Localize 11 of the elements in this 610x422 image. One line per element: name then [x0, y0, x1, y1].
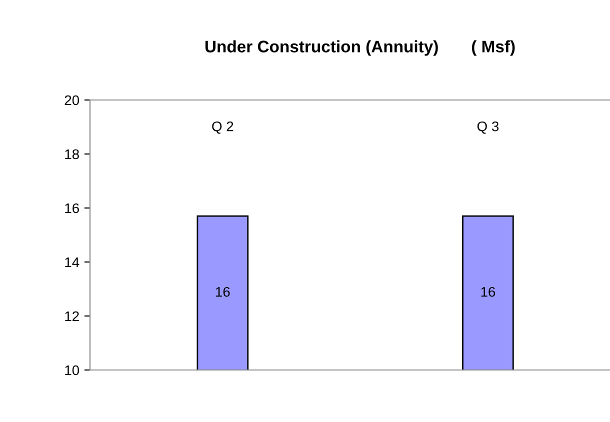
chart-title: Under Construction (Annuity) ( Msf) — [205, 40, 515, 56]
y-tick-label: 12 — [65, 311, 79, 322]
y-tick-label: 14 — [65, 257, 80, 268]
y-tick-label: 10 — [65, 365, 80, 376]
y-tick-label: 20 — [64, 95, 80, 106]
x-tick-label: Q 3 — [477, 121, 499, 134]
data-label: 16 — [481, 286, 496, 297]
x-tick-label: Q 2 — [212, 121, 234, 134]
data-label: 16 — [216, 286, 230, 297]
y-tick-label: 16 — [65, 203, 79, 214]
y-tick-label: 18 — [65, 149, 79, 160]
